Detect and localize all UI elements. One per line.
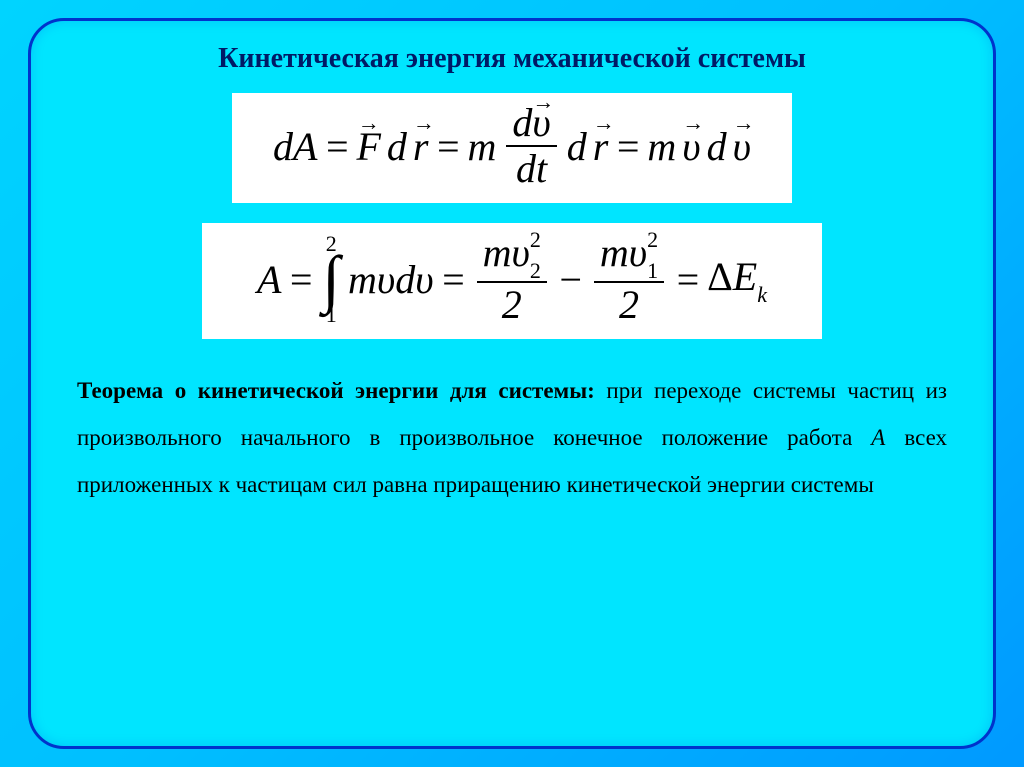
f2-deltaEk: ΔEk [707, 253, 767, 305]
f1-F: F [356, 123, 380, 170]
integral-icon: ∫ [322, 253, 340, 304]
f2-frac1-num: mυ22 [477, 233, 547, 283]
f1-d2: d [567, 123, 587, 170]
f1-r2: r [593, 123, 609, 170]
slide-title: Кинетическая энергия механической систем… [71, 43, 953, 75]
f1-m2: m [647, 123, 676, 170]
f1-r1: r [413, 123, 429, 170]
theorem-lead: Теорема о кинетической энергии для систе… [77, 378, 595, 403]
f2-frac1: mυ22 2 [477, 233, 547, 325]
f2-frac2-num: mυ21 [594, 233, 664, 283]
f1-dA: dA [273, 123, 317, 170]
f1-frac-den: dt [506, 147, 556, 189]
formula-work-integral: A = 2 ∫ 1 mυdυ = mυ22 2 − mυ21 2 = ΔEk [202, 223, 822, 339]
f1-d3: d [707, 123, 727, 170]
f1-m1: m [468, 123, 497, 170]
f1-v-num: υ [532, 103, 550, 143]
f1-v1: υ [682, 123, 700, 170]
theorem-var-A: A [871, 425, 885, 450]
f2-frac1-den: 2 [477, 283, 547, 325]
f2-frac2: mυ21 2 [594, 233, 664, 325]
f1-v2: υ [733, 123, 751, 170]
f2-eq2: = [440, 256, 467, 303]
f2-integral: 2 ∫ 1 [322, 234, 340, 325]
f2-minus: − [557, 256, 584, 303]
f1-frac-num: dυ [506, 103, 556, 147]
slide-card: Кинетическая энергия механической систем… [28, 18, 996, 749]
f1-d1: d [387, 123, 407, 170]
f1-frac-dvdt: dυ dt [506, 103, 556, 189]
f2-integrand: mυdυ [348, 256, 434, 303]
f2-eq1: = [287, 256, 314, 303]
f2-eq3: = [674, 256, 701, 303]
formula-work-differential: dA = F dr = m dυ dt dr = mυ dυ [232, 93, 792, 203]
formula2-row: A = 2 ∫ 1 mυdυ = mυ22 2 − mυ21 2 = ΔEk [222, 233, 802, 325]
theorem-paragraph: Теорема о кинетической энергии для систе… [71, 367, 953, 508]
f2-frac2-den: 2 [594, 283, 664, 325]
f2-A: A [257, 256, 281, 303]
f1-eq2: = [435, 123, 462, 170]
f1-eq1: = [323, 123, 350, 170]
formula1-row: dA = F dr = m dυ dt dr = mυ dυ [252, 103, 772, 189]
f1-eq3: = [614, 123, 641, 170]
